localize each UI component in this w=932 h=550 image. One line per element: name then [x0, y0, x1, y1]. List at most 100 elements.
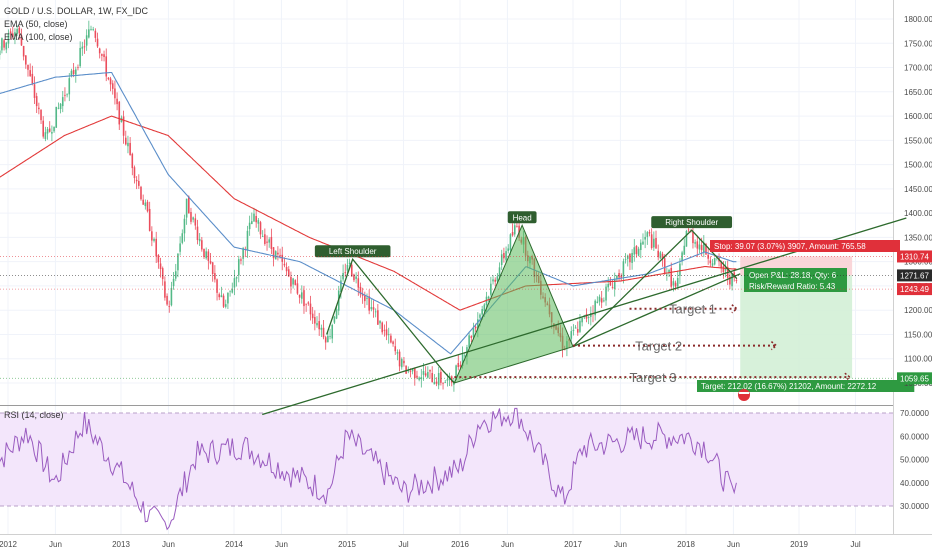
- candle-body: [142, 199, 144, 205]
- candle-body: [663, 258, 666, 274]
- candle-body: [472, 328, 475, 338]
- candle-body: [11, 33, 14, 38]
- candle-body: [168, 306, 171, 308]
- candle-body: [0, 50, 1, 56]
- candle-body: [214, 273, 216, 280]
- candle-body: [294, 280, 297, 285]
- candle-body: [431, 373, 433, 383]
- candle-body: [231, 288, 234, 293]
- candle-body: [468, 335, 470, 348]
- candle-body: [135, 179, 138, 182]
- candle-body: [266, 241, 268, 243]
- candle-body: [572, 329, 575, 331]
- candle-body: [274, 251, 277, 260]
- candle-body: [377, 310, 379, 325]
- candle-body: [292, 278, 294, 285]
- candle-body: [681, 252, 683, 262]
- candle-body: [629, 253, 631, 263]
- candle-body: [88, 29, 90, 38]
- candle-body: [85, 35, 88, 46]
- candle-body: [611, 287, 614, 289]
- candle-body: [224, 304, 227, 307]
- candle-body: [190, 212, 192, 222]
- candle-body: [272, 247, 275, 259]
- long-position-tool[interactable]: [740, 256, 853, 379]
- candle-body: [114, 88, 116, 99]
- candle-body: [38, 107, 40, 110]
- ema100-legend: EMA (100, close): [4, 32, 73, 42]
- candle-body: [394, 346, 397, 352]
- candle-body: [670, 267, 673, 287]
- candle-body: [359, 286, 362, 295]
- candle-body: [322, 327, 325, 338]
- candle-body: [411, 368, 414, 372]
- candle-body: [644, 236, 646, 240]
- stop-label: Stop: 39.07 (3.07%) 3907, Amount: 765.58: [714, 242, 866, 251]
- candle-body: [607, 283, 610, 288]
- candle-body: [442, 382, 444, 384]
- candle-body: [429, 369, 431, 372]
- candle-body: [314, 317, 316, 324]
- candle-body: [676, 278, 679, 287]
- candle-body: [335, 309, 338, 319]
- price-tick-label: 1700.00: [904, 64, 932, 73]
- candle-body: [642, 241, 644, 245]
- candle-body: [222, 295, 225, 307]
- candle-body: [361, 293, 364, 296]
- candle-body: [192, 217, 194, 220]
- candle-body: [303, 290, 305, 307]
- candle-body: [668, 270, 670, 274]
- price-tag-label: 1243.49: [900, 285, 929, 294]
- candle-body: [470, 336, 473, 338]
- candle-body: [298, 294, 301, 298]
- candle-body: [151, 231, 153, 241]
- candle-body: [683, 245, 686, 255]
- candle-body: [83, 46, 86, 48]
- candle-body: [731, 273, 733, 287]
- head-triangle: [453, 223, 574, 384]
- candle-body: [705, 243, 707, 255]
- candle-body: [155, 238, 158, 257]
- price-tag-label: 1271.67: [900, 271, 929, 280]
- price-tick-label: 1400.00: [904, 209, 932, 218]
- right-shoulder-label: Right Shoulder: [665, 218, 718, 227]
- candle-body: [22, 45, 25, 57]
- candle-body: [174, 271, 177, 279]
- candle-body: [574, 327, 577, 329]
- candle-body: [1, 38, 3, 51]
- candle-body: [146, 201, 149, 212]
- rsi-tick-label: 50.0000: [900, 456, 929, 465]
- candle-body: [209, 261, 212, 264]
- candle-body: [666, 274, 668, 276]
- candle-body: [53, 126, 55, 132]
- candle-body: [7, 33, 10, 44]
- candle-body: [648, 232, 651, 234]
- candle-body: [172, 278, 175, 287]
- candle-body: [55, 106, 58, 128]
- price-tag-label: 1310.74: [900, 252, 929, 261]
- left-shoulder-line: [326, 257, 455, 384]
- time-tick-label: Jul: [398, 540, 408, 549]
- candle-body: [122, 116, 125, 136]
- candle-body: [40, 109, 42, 121]
- candle-body: [455, 365, 457, 381]
- candle-body: [81, 46, 84, 49]
- candle-body: [563, 349, 566, 351]
- candle-body: [420, 377, 423, 380]
- candle-body: [613, 278, 616, 289]
- candle-body: [333, 316, 336, 323]
- time-tick-label: 2018: [677, 540, 695, 549]
- flag-icon: [738, 389, 750, 401]
- candle-body: [483, 304, 486, 312]
- candle-body: [622, 261, 625, 277]
- candle-body: [620, 275, 623, 278]
- candle-body: [140, 186, 142, 200]
- rsi-band: [0, 413, 893, 506]
- candle-body: [585, 314, 588, 319]
- candle-body: [261, 236, 264, 237]
- candle-body: [340, 280, 342, 292]
- support-trendline: [572, 273, 741, 348]
- candle-body: [403, 360, 405, 364]
- candle-body: [5, 42, 8, 50]
